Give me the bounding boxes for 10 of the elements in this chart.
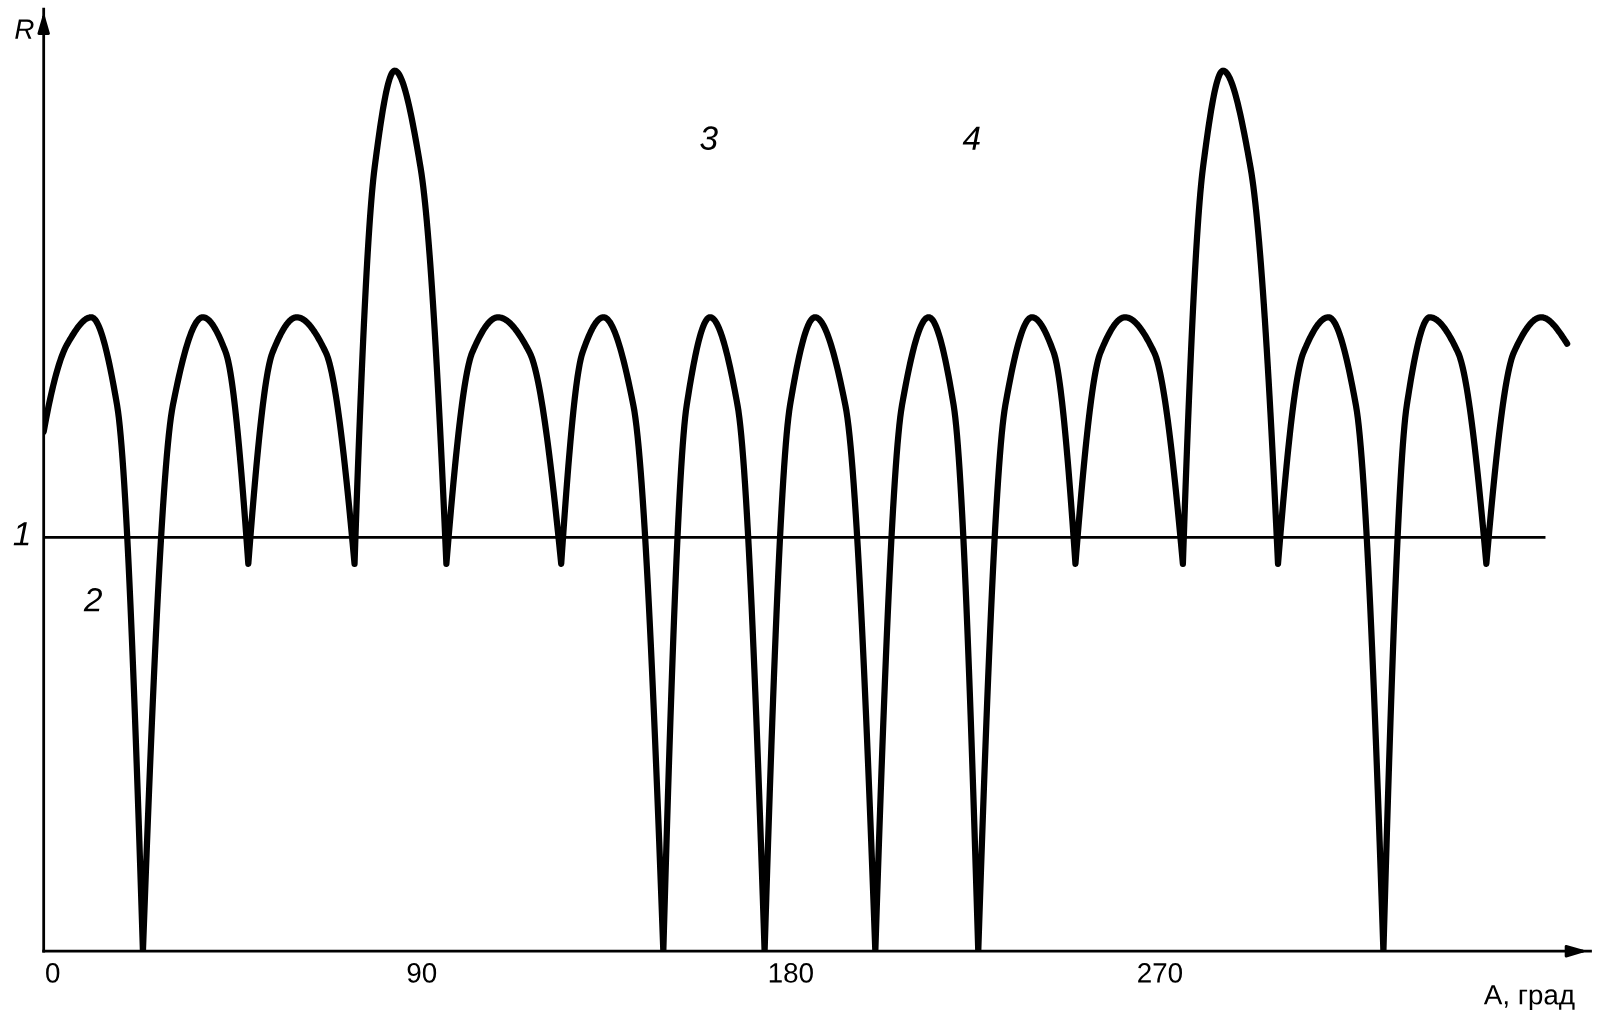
x-axis-title: A, град <box>1483 985 1575 1011</box>
text: 1 <box>13 522 29 546</box>
y-axis-title: R <box>15 19 34 39</box>
x-tick-label: 90 <box>407 963 437 983</box>
x-tick-label: 180 <box>769 963 813 983</box>
annotation: 4 <box>962 126 980 150</box>
annotation: 2 <box>83 587 102 612</box>
x-tick-label: 270 <box>1138 963 1182 983</box>
x-tick-label: 0 <box>46 963 60 983</box>
annotation: 3 <box>700 126 718 150</box>
